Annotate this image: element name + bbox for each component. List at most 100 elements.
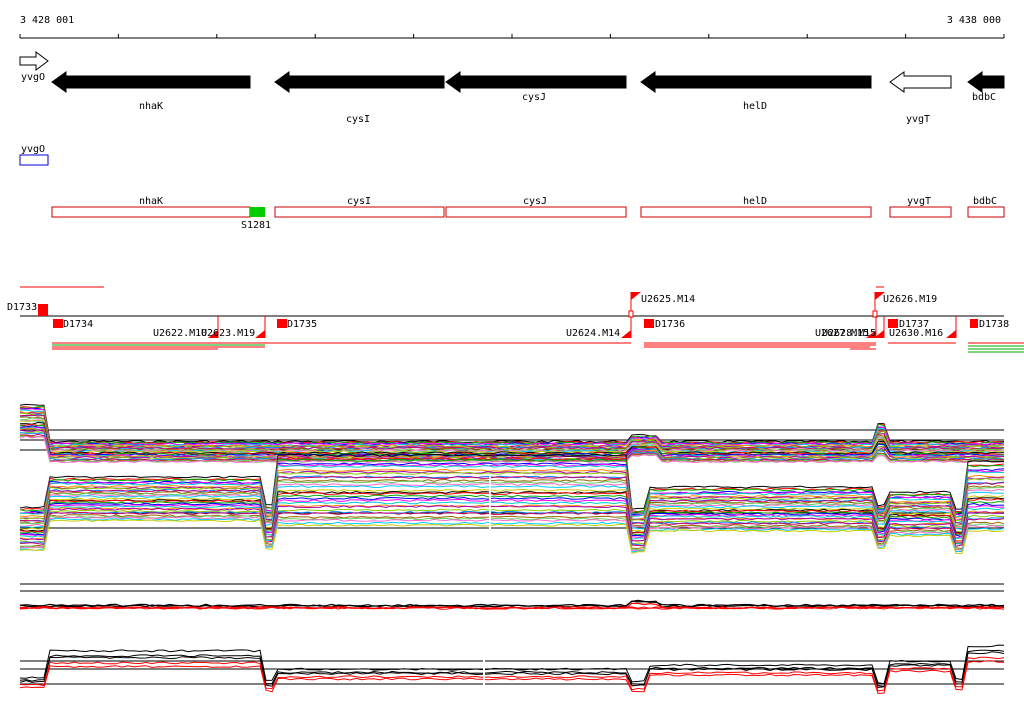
expression-profile	[19, 504, 1005, 542]
terminator-box-U2626	[872, 310, 878, 318]
expression-profile	[19, 505, 1005, 543]
terminator-label-U2628: U2628.M15	[822, 328, 876, 339]
cds-label-bdbC: bdbC	[973, 196, 997, 207]
promoter-mark-D1738[interactable]	[970, 319, 978, 328]
promoter-label-D1738: D1738	[979, 319, 1009, 330]
expression-profile	[19, 508, 1005, 545]
expression-profile	[19, 606, 1005, 610]
expression-profile	[19, 660, 1004, 694]
gene-arrow-cysJ[interactable]	[445, 71, 627, 93]
expression-panel-middle	[19, 453, 1005, 555]
expression-profile	[19, 464, 1005, 518]
terminator-box-U2625	[628, 310, 634, 318]
terminator-mark-U2627[interactable]	[866, 330, 876, 338]
expression-profile	[19, 476, 1005, 525]
gene-arrow-helD[interactable]	[640, 71, 872, 93]
cds-box-bdbC[interactable]	[967, 206, 1005, 218]
expression-profile	[19, 416, 1005, 451]
expression-profile	[19, 462, 1005, 516]
terminator-mark-U2624[interactable]	[621, 330, 631, 338]
expression-profile	[19, 412, 1005, 449]
expression-profile	[19, 409, 1005, 447]
ruler-ticks	[19, 34, 1005, 38]
gene-arrow-yvgT[interactable]	[889, 71, 952, 93]
expression-profile	[19, 494, 1005, 536]
terminator-mark-U2626[interactable]	[875, 292, 885, 300]
cds-box-nhaK[interactable]	[51, 206, 251, 218]
ruler-end-label: 3 438 000	[947, 15, 1001, 26]
terminator-mark-U2622[interactable]	[208, 330, 218, 338]
promoter-mark-D1737[interactable]	[888, 319, 898, 328]
expression-profile	[19, 656, 1005, 692]
cds-label-cysJ: cysJ	[523, 196, 547, 207]
promoter-mark-D1736[interactable]	[644, 319, 654, 328]
terminator-mark-U2630[interactable]	[946, 330, 956, 338]
gene-label-helD: helD	[743, 101, 767, 112]
expression-profile	[19, 407, 1005, 446]
cds-box-yvgT[interactable]	[889, 206, 952, 218]
cds-box-cysJ[interactable]	[445, 206, 627, 218]
expression-profile	[19, 424, 1005, 456]
expression-profile	[19, 501, 1005, 540]
gene-arrow-track: yvgO nhaK cysI cysJ helD yvgT bdbC	[19, 51, 1005, 125]
terminator-mark-U2623[interactable]	[255, 330, 265, 338]
promoter-mark-D1734[interactable]	[53, 319, 63, 328]
expression-profile	[19, 517, 1005, 553]
terminator-mark-U2628[interactable]	[874, 330, 884, 338]
cds-box-helD[interactable]	[640, 206, 872, 218]
expression-profile	[19, 651, 1005, 688]
gene-label-cysI: cysI	[346, 114, 370, 125]
expression-profile	[19, 488, 1005, 533]
cds-label-yvgT: yvgT	[907, 196, 931, 207]
terminator-mark-U2625[interactable]	[631, 292, 641, 300]
expression-panel-summary-bottom	[19, 644, 1005, 700]
expression-profile	[19, 649, 1005, 687]
promoter-label-D1734: D1734	[63, 319, 93, 330]
transcript-lines	[52, 342, 1024, 353]
expression-profile	[19, 470, 1005, 521]
expression-profile	[19, 429, 1005, 459]
gene-label-bdbC: bdbC	[972, 92, 996, 103]
cds-label-nhaK: nhaK	[139, 196, 163, 207]
promoter-label-D1737: D1737	[899, 319, 929, 330]
cds-box-yvgO[interactable]	[19, 154, 49, 166]
expression-profile	[19, 514, 1005, 550]
terminator-label-U2622: U2622.M10	[153, 328, 207, 339]
cds-label-yvgO: yvgO	[21, 144, 45, 155]
expression-profile	[19, 519, 1005, 555]
gene-label-nhaK: nhaK	[139, 101, 163, 112]
promoter-mark-D1733[interactable]	[38, 304, 48, 316]
cds-box-cysI[interactable]	[274, 206, 445, 218]
cds-label-helD: helD	[743, 196, 767, 207]
promoter-track: D1733 D1734 U2622.M10 U2623.M19 D1735 U2…	[7, 286, 1024, 353]
expression-profile	[19, 471, 1005, 522]
gene-arrow-nhaK[interactable]	[51, 71, 251, 93]
terminator-label-U2623: U2623.M19	[201, 328, 255, 339]
expression-profile	[19, 516, 1005, 552]
expression-panel-top	[19, 403, 1005, 464]
expression-profile	[19, 644, 1005, 685]
gene-arrow-bdbC[interactable]	[967, 71, 1005, 93]
gene-arrow-yvgO[interactable]	[19, 51, 49, 71]
gene-label-yvgT: yvgT	[906, 114, 930, 125]
expression-panel-summary-top	[19, 583, 1005, 610]
terminator-label-U2624: U2624.M14	[566, 328, 620, 339]
gene-arrow-cysI[interactable]	[274, 71, 445, 93]
expression-profile	[19, 458, 1005, 514]
cds-label-cysI: cysI	[347, 196, 371, 207]
terminator-label-U2630: U2630.M16	[889, 328, 943, 339]
gene-label-yvgO: yvgO	[21, 72, 45, 83]
gene-label-cysJ: cysJ	[522, 92, 546, 103]
expression-profile	[19, 492, 1005, 535]
expression-profile	[19, 403, 1005, 444]
feature-S1281[interactable]	[250, 207, 265, 217]
expression-profile	[19, 511, 1005, 547]
expression-profile	[19, 600, 1005, 608]
expression-profile	[19, 419, 1005, 453]
terminator-label-U2627: U2627.M15	[815, 328, 869, 339]
promoter-label-D1736: D1736	[655, 319, 685, 330]
expression-profile	[19, 478, 1005, 527]
promoter-mark-D1735[interactable]	[277, 319, 287, 328]
promoter-label-D1733: D1733	[7, 302, 37, 313]
